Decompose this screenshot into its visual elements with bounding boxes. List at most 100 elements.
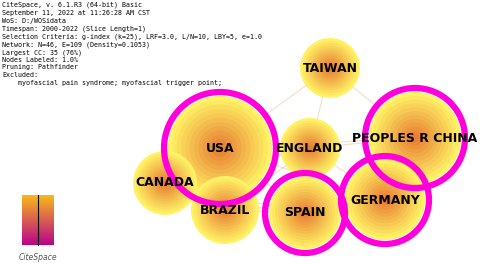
Circle shape (322, 60, 338, 76)
Bar (22, 224, 54, 225)
Circle shape (172, 100, 268, 196)
Bar (22, 200, 54, 201)
Circle shape (269, 177, 341, 249)
Circle shape (216, 144, 224, 152)
Circle shape (320, 58, 340, 78)
Circle shape (160, 178, 170, 188)
Circle shape (141, 159, 189, 207)
Bar (22, 235, 54, 236)
Circle shape (372, 187, 398, 213)
Bar (22, 195, 54, 196)
Circle shape (378, 193, 392, 207)
Circle shape (325, 63, 335, 73)
Bar (22, 205, 54, 206)
Bar (22, 237, 54, 238)
Bar (22, 243, 54, 244)
Circle shape (296, 204, 314, 222)
Circle shape (368, 183, 402, 217)
Circle shape (282, 121, 338, 175)
Circle shape (305, 43, 355, 93)
Circle shape (181, 109, 259, 187)
Circle shape (348, 163, 422, 237)
Circle shape (194, 122, 246, 174)
Bar (22, 234, 54, 235)
Circle shape (300, 138, 320, 158)
Text: TAIWAN: TAIWAN (302, 61, 358, 74)
Circle shape (380, 104, 450, 173)
Circle shape (396, 119, 434, 157)
Bar (22, 216, 54, 217)
Circle shape (285, 123, 335, 173)
Circle shape (358, 173, 412, 227)
Circle shape (191, 176, 259, 244)
Bar (22, 215, 54, 216)
Circle shape (176, 105, 264, 191)
Text: CANADA: CANADA (136, 176, 194, 189)
Circle shape (290, 198, 320, 228)
Bar (22, 228, 54, 229)
Circle shape (205, 190, 245, 230)
Circle shape (211, 196, 239, 224)
Circle shape (308, 145, 312, 151)
Circle shape (293, 201, 317, 225)
Bar (22, 230, 54, 231)
Circle shape (281, 189, 329, 237)
Circle shape (202, 187, 248, 233)
Circle shape (196, 182, 254, 238)
Circle shape (186, 113, 254, 183)
Circle shape (280, 118, 340, 178)
Bar (22, 202, 54, 203)
Circle shape (408, 130, 422, 146)
Bar (22, 221, 54, 222)
Circle shape (133, 151, 197, 215)
Circle shape (138, 156, 192, 210)
Circle shape (392, 115, 438, 161)
Circle shape (152, 170, 178, 196)
Text: ENGLAND: ENGLAND (276, 142, 344, 154)
Circle shape (220, 204, 230, 216)
Circle shape (194, 179, 256, 241)
Circle shape (207, 135, 233, 161)
Circle shape (352, 167, 418, 233)
Circle shape (345, 160, 425, 240)
Circle shape (362, 177, 408, 223)
Circle shape (202, 131, 237, 165)
Circle shape (216, 201, 234, 219)
Circle shape (287, 195, 323, 231)
Circle shape (302, 210, 308, 216)
Bar (22, 220, 54, 221)
Bar (22, 219, 54, 220)
Bar (22, 231, 54, 232)
Circle shape (369, 92, 461, 184)
Bar (22, 242, 54, 243)
Bar (22, 239, 54, 240)
Bar (22, 222, 54, 223)
Circle shape (288, 126, 333, 170)
Bar (22, 225, 54, 226)
Circle shape (308, 46, 352, 91)
Bar (22, 232, 54, 233)
Bar (22, 198, 54, 199)
Circle shape (222, 207, 228, 213)
Bar (22, 199, 54, 200)
Bar (22, 236, 54, 237)
Circle shape (144, 162, 186, 204)
Bar (22, 244, 54, 245)
Bar (22, 217, 54, 218)
Bar (22, 233, 54, 234)
Circle shape (298, 135, 322, 161)
Text: CiteSpace: CiteSpace (18, 253, 58, 262)
Bar (22, 211, 54, 212)
Circle shape (190, 118, 250, 178)
Circle shape (136, 154, 194, 212)
Circle shape (278, 186, 332, 240)
Bar (22, 206, 54, 207)
Circle shape (284, 192, 326, 234)
Circle shape (388, 111, 442, 165)
Circle shape (208, 193, 242, 227)
Bar (22, 218, 54, 219)
Circle shape (384, 107, 446, 169)
Circle shape (146, 164, 184, 202)
Circle shape (302, 140, 318, 156)
Text: GERMANY: GERMANY (350, 193, 420, 206)
